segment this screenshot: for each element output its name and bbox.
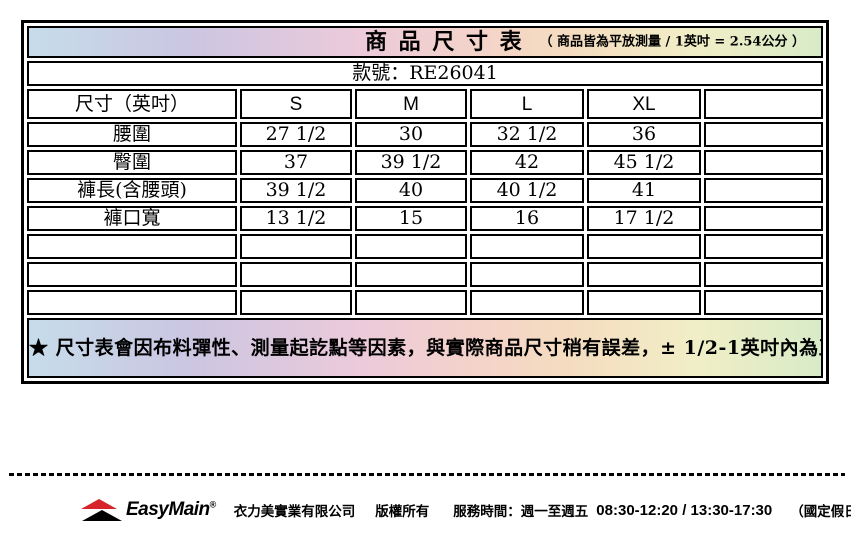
cell-value-empty: [470, 234, 584, 259]
cell-value-empty: [587, 234, 701, 259]
cell-value: 36: [587, 122, 701, 147]
size-header-s: S: [240, 89, 352, 119]
size-header-row: 尺寸（英吋） S M L XL: [27, 89, 823, 119]
cell-value-empty: [704, 122, 823, 147]
cell-value-empty: [587, 262, 701, 287]
row-label: 褲口寬: [27, 206, 237, 231]
cell-value-empty: [355, 262, 467, 287]
title-strip: 商 品 尺 寸 表 （ 商品皆為平放測量 / 1英吋 = 2.54公分 ）: [27, 26, 823, 58]
cell-value: 37: [240, 150, 352, 175]
holiday-note: （國定假日休息）: [790, 504, 851, 520]
disclaimer-row: ★ 尺寸表會因布料彈性、測量起訖點等因素，與實際商品尺寸稍有誤差，± 1/2-1…: [27, 318, 823, 378]
cell-value-empty: [27, 234, 237, 259]
disclaimer-text: ★ 尺寸表會因布料彈性、測量起訖點等因素，與實際商品尺寸稍有誤差，± 1/2-1…: [27, 318, 823, 378]
table-row-empty: [27, 234, 823, 259]
row-label: 腰圍: [27, 122, 237, 147]
company-name: 衣力美實業有限公司: [233, 504, 356, 520]
cell-value-empty: [27, 290, 237, 315]
model-number: 款號：RE26041: [27, 61, 823, 86]
size-header-extra: [704, 89, 823, 119]
cell-value-empty: [704, 262, 823, 287]
table-row-hip: 臀圍 37 39 1/2 42 45 1/2: [27, 150, 823, 175]
brand-name: EasyMain®: [126, 499, 216, 521]
table-title-row: 商 品 尺 寸 表 （ 商品皆為平放測量 / 1英吋 = 2.54公分 ）: [27, 26, 823, 58]
measurement-note: （ 商品皆為平放測量 / 1英吋 = 2.54公分 ）: [539, 34, 805, 50]
easymain-logo-icon: [78, 497, 124, 523]
cell-value-empty: [240, 290, 352, 315]
cell-value-empty: [704, 150, 823, 175]
cell-value: 27 1/2: [240, 122, 352, 147]
cell-value-empty: [704, 178, 823, 203]
size-chart-table: 商 品 尺 寸 表 （ 商品皆為平放測量 / 1英吋 = 2.54公分 ） 款號…: [21, 20, 829, 384]
cell-value-empty: [704, 234, 823, 259]
model-row: 款號：RE26041: [27, 61, 823, 86]
brand-wordmark: EasyMain: [126, 499, 210, 520]
cell-value: 15: [355, 206, 467, 231]
copyright-label: 版權所有: [375, 504, 430, 520]
table-row-leg-opening: 褲口寬 13 1/2 15 16 17 1/2: [27, 206, 823, 231]
cell-value: 40: [355, 178, 467, 203]
cell-value-empty: [240, 234, 352, 259]
table-row-length: 褲長(含腰頭) 39 1/2 40 40 1/2 41: [27, 178, 823, 203]
cell-value-empty: [355, 290, 467, 315]
dotted-divider: [9, 473, 845, 476]
cell-value-empty: [470, 290, 584, 315]
cell-value-empty: [240, 262, 352, 287]
cell-value: 39 1/2: [240, 178, 352, 203]
size-header-xl: XL: [587, 89, 701, 119]
cell-value-empty: [355, 234, 467, 259]
cell-value: 39 1/2: [355, 150, 467, 175]
cell-value-empty: [704, 290, 823, 315]
size-header-label: 尺寸（英吋）: [27, 89, 237, 119]
cell-value: 42: [470, 150, 584, 175]
cell-value-empty: [587, 290, 701, 315]
row-label: 褲長(含腰頭): [27, 178, 237, 203]
cell-value: 13 1/2: [240, 206, 352, 231]
table-row-waist: 腰圍 27 1/2 30 32 1/2 36: [27, 122, 823, 147]
cell-value: 32 1/2: [470, 122, 584, 147]
cell-value-empty: [704, 206, 823, 231]
service-hours-value: 08:30-12:20 / 13:30-17:30: [596, 501, 773, 519]
cell-value: 17 1/2: [587, 206, 701, 231]
footer: EasyMain® 衣力美實業有限公司 版權所有 服務時間：週一至週五 08:3…: [78, 495, 851, 525]
cell-value-empty: [27, 262, 237, 287]
service-hours-label: 服務時間：週一至週五: [453, 504, 589, 520]
page-title: 商 品 尺 寸 表: [365, 29, 524, 55]
cell-value-empty: [470, 262, 584, 287]
cell-value: 16: [470, 206, 584, 231]
size-header-l: L: [470, 89, 584, 119]
cell-value: 40 1/2: [470, 178, 584, 203]
cell-value: 30: [355, 122, 467, 147]
cell-value: 45 1/2: [587, 150, 701, 175]
row-label: 臀圍: [27, 150, 237, 175]
table-row-empty: [27, 290, 823, 315]
registered-trademark-icon: ®: [209, 499, 217, 510]
size-header-m: M: [355, 89, 467, 119]
table-row-empty: [27, 262, 823, 287]
cell-value: 41: [587, 178, 701, 203]
